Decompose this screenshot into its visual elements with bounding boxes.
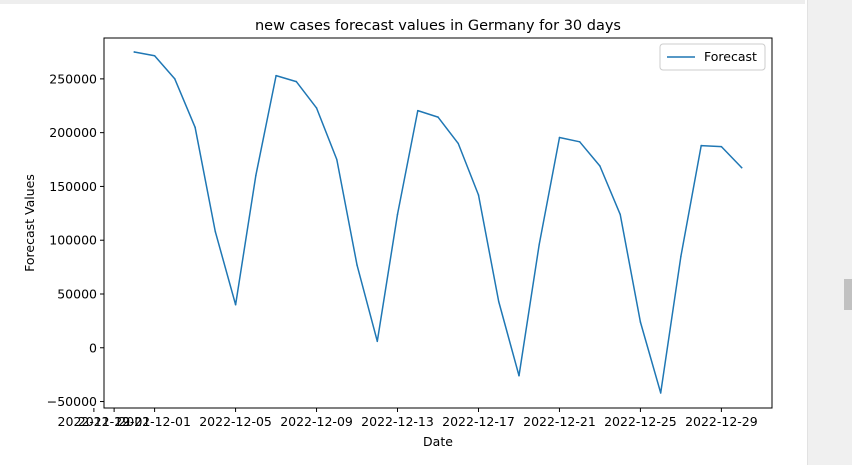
data-point [214, 230, 217, 233]
data-point [133, 51, 136, 53]
x-axis-label: Date [423, 434, 453, 449]
data-point [457, 142, 459, 145]
x-tick-label: 2022-12-25 [604, 414, 677, 429]
y-tick-label: 150000 [49, 179, 97, 194]
output-top-border [0, 0, 805, 4]
data-point [740, 166, 743, 169]
series-line-forecast [133, 51, 743, 394]
data-point [680, 255, 682, 258]
x-tick-label: 2022-12-29 [685, 414, 758, 429]
x-tick-label: 2022-12-01 [118, 414, 191, 429]
data-point [599, 165, 601, 167]
data-point [356, 264, 358, 266]
data-point [619, 213, 621, 216]
data-point [538, 243, 540, 246]
x-tick-label: 2022-11-29 [58, 414, 131, 429]
data-point [275, 74, 277, 77]
y-axis-ticks: −50000 0 50000 100000 150000 200000 250000 [47, 71, 104, 409]
data-point [194, 126, 196, 129]
data-point [639, 321, 642, 323]
y-axis-label: Forecast Values [22, 174, 37, 272]
data-point [578, 141, 581, 143]
data-point [518, 374, 520, 377]
data-point [234, 303, 237, 306]
data-point [315, 107, 318, 109]
legend-label-forecast: Forecast [704, 49, 757, 64]
legend: Forecast [659, 43, 766, 71]
data-point [396, 213, 399, 216]
y-tick-label: 50000 [57, 286, 97, 301]
data-point [174, 78, 176, 80]
x-tick-label: 2022-12-13 [361, 414, 434, 429]
data-point [558, 136, 561, 139]
data-point [720, 145, 723, 148]
data-point [659, 392, 662, 394]
x-tick-label: 2022-12-21 [523, 414, 596, 429]
data-point [255, 174, 257, 177]
y-tick-label: 250000 [49, 71, 97, 86]
data-point [700, 144, 702, 147]
data-point [437, 116, 439, 118]
x-tick-label: 2022-12-09 [280, 414, 353, 429]
series-layer [133, 51, 743, 394]
chart-title: new cases forecast values in Germany for… [255, 18, 621, 34]
y-tick-label: −50000 [47, 394, 97, 409]
x-tick-label: 2022-12-01 [78, 414, 151, 429]
vertical-scrollbar-thumb[interactable] [844, 279, 852, 310]
data-point [336, 158, 338, 161]
data-point [477, 194, 480, 196]
forecast-line-chart: new cases forecast values in Germany for… [22, 18, 773, 449]
data-point [417, 109, 419, 112]
legend-box [659, 43, 766, 71]
data-point [153, 54, 156, 57]
x-tick-label: 2022-12-17 [442, 414, 515, 429]
data-point [295, 80, 298, 83]
y-tick-label: 0 [89, 340, 97, 355]
data-point [497, 300, 500, 303]
y-tick-label: 100000 [49, 233, 97, 248]
plot-area-frame [103, 37, 773, 409]
x-tick-label: 2022-12-05 [199, 414, 272, 429]
right-side-panel [807, 0, 852, 465]
y-tick-label: 200000 [49, 125, 97, 140]
data-point [376, 340, 379, 343]
